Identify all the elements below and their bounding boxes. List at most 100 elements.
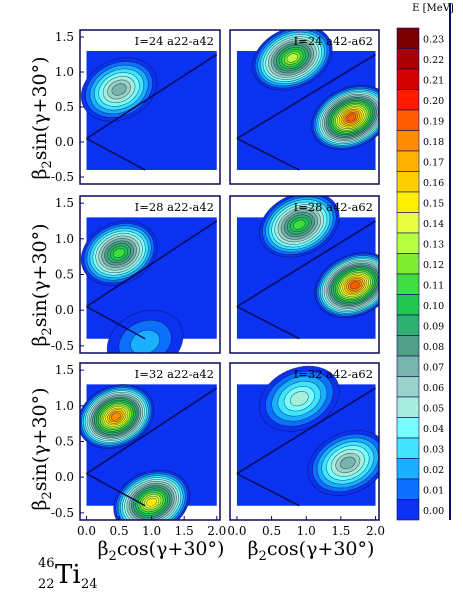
colorbar-tick-label: 0.06: [423, 383, 444, 394]
reference-line-lower: [86, 137, 146, 171]
reference-line-upper: [86, 53, 218, 140]
colorbar-tick-label: 0.01: [423, 485, 444, 496]
colorbar-tick-label: 0.07: [423, 362, 444, 373]
colorbar-tick-label: 0.10: [423, 301, 444, 312]
colorbar-swatch: [396, 191, 420, 213]
contours: [80, 384, 218, 520]
colorbar-tick-label: 0.23: [423, 34, 444, 45]
x-tick-label: 1.5: [331, 524, 350, 538]
colorbar-tick-label: 0.20: [423, 96, 444, 107]
colorbar-swatch: [396, 212, 420, 234]
y-tick-label: 0.0: [55, 135, 74, 149]
y-axis-label-row3: β2sin(γ+30°): [29, 387, 55, 510]
contours: [236, 365, 379, 507]
colorbar-swatch: [396, 68, 420, 90]
contour-level: [113, 248, 126, 259]
contour-panel: I=24 a42-a62: [229, 29, 380, 185]
contour-level: [286, 53, 299, 63]
colorbar-swatch: [396, 314, 420, 336]
panel-label: I=32 a22-a42: [135, 367, 214, 381]
contour-panel: I=32 a42-a62 0.0 0.5 1.0 1.5 2.0: [227, 362, 385, 538]
contours: [236, 30, 379, 171]
colorbar-swatch: [396, 417, 420, 439]
contours: [236, 196, 379, 340]
colorbar-tick-label: 0.17: [423, 157, 444, 168]
contours: [80, 53, 218, 171]
x-axis-label-left: β2cos(γ+30°): [98, 538, 225, 564]
colorbar: E [MeV] 0.23 0.22 0.21 0.20 0.19 0.18 0.17 0.16…: [396, 3, 454, 521]
panel-label: I=28 a22-a42: [135, 200, 214, 214]
colorbar-tick-label: 0.12: [423, 260, 444, 271]
x-tick-label: 0.0: [227, 524, 246, 538]
colorbar-swatch: [396, 130, 420, 152]
colorbar-tick-label: 0.03: [423, 444, 444, 455]
reference-line-lower: [86, 305, 146, 340]
contour-level: [146, 497, 157, 507]
y-tick-label: 0.0: [55, 303, 74, 317]
colorbar-tick-label: 0.11: [423, 280, 444, 291]
y-tick-label: 1.0: [55, 232, 74, 246]
contour-level: [340, 456, 356, 470]
colorbar-swatch: [396, 27, 420, 49]
contours: [80, 220, 218, 353]
colorbar-tick-label: 0.13: [423, 239, 444, 250]
colorbar-tick-label: 0.16: [423, 178, 444, 189]
colorbar-swatch: [396, 232, 420, 254]
y-tick-label: 0.5: [55, 268, 74, 282]
panel-label: I=28 a42-a62: [294, 200, 373, 214]
contour-level: [349, 281, 360, 290]
y-tick-label: 1.5: [55, 363, 74, 377]
x-tick-label: 1.0: [297, 524, 316, 538]
colorbar-tick-label: 0.19: [423, 116, 444, 127]
x-tick-label: 0.5: [262, 524, 281, 538]
contour-level: [346, 113, 357, 122]
colorbar-tick-label: 0.00: [423, 506, 444, 517]
reference-line-lower: [236, 472, 300, 507]
svg-text:22: 22: [38, 577, 55, 592]
colorbar-tick-label: 0.08: [423, 342, 444, 353]
colorbar-swatch: [396, 48, 420, 70]
reference-line-lower: [236, 305, 300, 340]
contour-level: [293, 219, 306, 230]
colorbar-swatch: [396, 458, 420, 480]
svg-text:β2sin(γ+30°): β2sin(γ+30°): [29, 56, 55, 179]
y-tick-label: 1.0: [55, 65, 74, 79]
reference-line-upper: [86, 387, 218, 475]
x-tick-label: 0.5: [110, 524, 129, 538]
colorbar-swatch: [396, 335, 420, 357]
colorbar-title: E [MeV]: [412, 3, 454, 14]
panel-frame: [229, 195, 380, 354]
y-tick-label: 1.0: [55, 399, 74, 413]
y-tick-label: 0.5: [55, 435, 74, 449]
y-axis-label-row2: β2sin(γ+30°): [29, 223, 55, 346]
reference-line-upper: [236, 53, 376, 140]
reference-line-lower: [86, 472, 146, 507]
colorbar-swatch: [396, 499, 420, 521]
svg-text:46: 46: [38, 556, 55, 571]
y-tick-label: -0.5: [51, 170, 74, 184]
colorbar-swatch: [396, 376, 420, 398]
colorbar-swatch: [396, 89, 420, 111]
colorbar-swatch: [396, 355, 420, 377]
y-tick-label: 1.5: [55, 196, 74, 210]
colorbar-swatch: [396, 150, 420, 172]
y-tick-label: -0.5: [51, 506, 74, 520]
contour-level: [110, 412, 121, 421]
colorbar-tick-label: 0.04: [423, 424, 444, 435]
panel-frame: [229, 362, 380, 521]
x-tick-label: 1.0: [142, 524, 161, 538]
colorbar-tick-label: 0.22: [423, 55, 444, 66]
reference-line-upper: [86, 220, 218, 308]
colorbar-swatch: [396, 294, 420, 316]
colorbar-swatch: [396, 171, 420, 193]
colorbar-tick-label: 0.18: [423, 137, 444, 148]
svg-text:β2sin(γ+30°): β2sin(γ+30°): [29, 387, 55, 510]
reference-line-lower: [236, 137, 300, 171]
contour-panel: I=24 a22-a42 1.5 1.0 0.5 0.0 -0.5: [51, 29, 221, 185]
nucleus-label: 46 22 Ti 24: [38, 556, 98, 592]
colorbar-tick-label: 0.09: [423, 321, 444, 332]
x-tick-label: 0.0: [77, 524, 96, 538]
panel-label: I=32 a42-a62: [294, 367, 373, 381]
